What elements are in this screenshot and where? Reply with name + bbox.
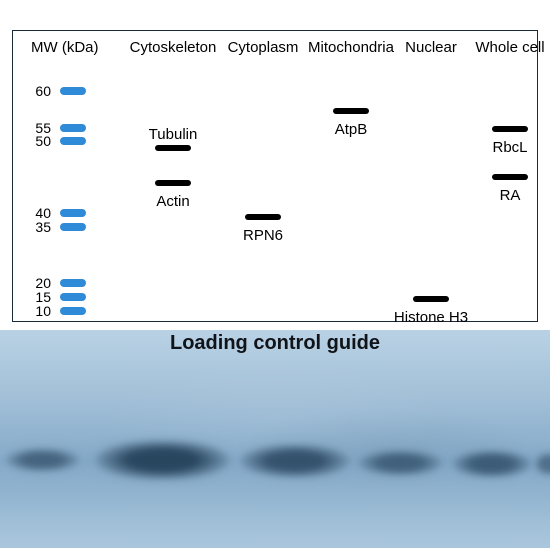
band-ra bbox=[492, 174, 528, 180]
band-label-histone-h3: Histone H3 bbox=[394, 309, 468, 326]
blot-band-1 bbox=[95, 440, 230, 480]
blot-band-0 bbox=[5, 448, 80, 472]
mw-tick-10 bbox=[60, 307, 86, 315]
band-atpb bbox=[333, 108, 369, 114]
band-rbcl bbox=[492, 126, 528, 132]
mw-label-10: 10 bbox=[25, 303, 51, 319]
band-histone-h3 bbox=[413, 296, 449, 302]
column-header-wholecell: Whole cell bbox=[475, 39, 544, 56]
band-label-actin: Actin bbox=[156, 193, 189, 210]
band-tubulin bbox=[155, 145, 191, 151]
mw-label-50: 50 bbox=[25, 133, 51, 149]
loading-control-panel: MW (kDa) Cytoskeleton Cytoplasm Mitochondr… bbox=[12, 30, 538, 322]
mw-tick-35 bbox=[60, 223, 86, 231]
mw-tick-20 bbox=[60, 279, 86, 287]
mw-tick-40 bbox=[60, 209, 86, 217]
blot-band-4 bbox=[452, 450, 532, 478]
blot-band-3 bbox=[358, 450, 443, 476]
mw-header: MW (kDa) bbox=[31, 39, 99, 56]
mw-tick-50 bbox=[60, 137, 86, 145]
stage: MW (kDa) Cytoskeleton Cytoplasm Mitochondr… bbox=[0, 0, 550, 548]
mw-label-35: 35 bbox=[25, 219, 51, 235]
mw-tick-60 bbox=[60, 87, 86, 95]
band-label-ra: RA bbox=[500, 187, 521, 204]
western-blot-background bbox=[0, 330, 550, 548]
column-header-cytoskeleton: Cytoskeleton bbox=[130, 39, 217, 56]
mw-tick-15 bbox=[60, 293, 86, 301]
figure-caption: Loading control guide bbox=[0, 332, 550, 355]
column-header-nuclear: Nuclear bbox=[405, 39, 457, 56]
band-label-tubulin: Tubulin bbox=[149, 126, 198, 143]
band-label-rbcl: RbcL bbox=[492, 139, 527, 156]
band-rpn6 bbox=[245, 214, 281, 220]
mw-label-60: 60 bbox=[25, 83, 51, 99]
band-label-atpb: AtpB bbox=[335, 121, 368, 138]
band-label-rpn6: RPN6 bbox=[243, 227, 283, 244]
blot-band-2 bbox=[240, 444, 350, 478]
mw-tick-55 bbox=[60, 124, 86, 132]
band-actin bbox=[155, 180, 191, 186]
blot-texture bbox=[0, 330, 550, 548]
column-header-mitochondria: Mitochondria bbox=[308, 39, 394, 56]
column-header-cytoplasm: Cytoplasm bbox=[228, 39, 299, 56]
